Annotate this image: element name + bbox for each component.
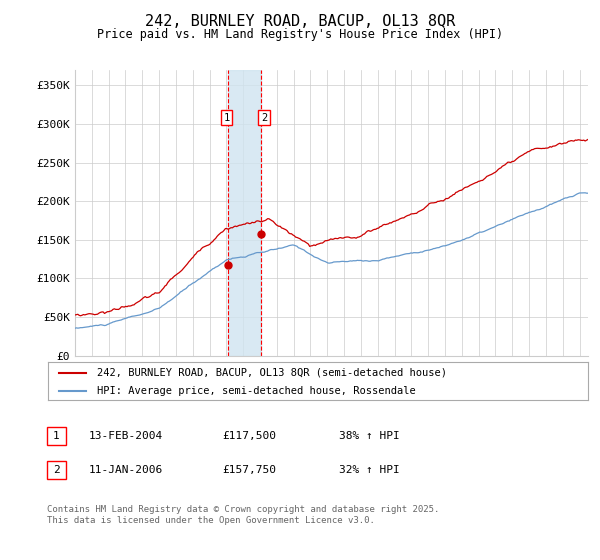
Text: 2: 2	[53, 465, 60, 475]
Text: 11-JAN-2006: 11-JAN-2006	[89, 465, 163, 475]
Text: £157,750: £157,750	[222, 465, 276, 475]
Text: 38% ↑ HPI: 38% ↑ HPI	[339, 431, 400, 441]
Text: 1: 1	[224, 113, 230, 123]
Text: Price paid vs. HM Land Registry's House Price Index (HPI): Price paid vs. HM Land Registry's House …	[97, 28, 503, 41]
Text: 242, BURNLEY ROAD, BACUP, OL13 8QR (semi-detached house): 242, BURNLEY ROAD, BACUP, OL13 8QR (semi…	[97, 368, 446, 378]
Text: 13-FEB-2004: 13-FEB-2004	[89, 431, 163, 441]
Bar	[229, 70, 260, 356]
Text: 1: 1	[53, 431, 60, 441]
Text: 242, BURNLEY ROAD, BACUP, OL13 8QR: 242, BURNLEY ROAD, BACUP, OL13 8QR	[145, 14, 455, 29]
Text: Contains HM Land Registry data © Crown copyright and database right 2025.
This d: Contains HM Land Registry data © Crown c…	[47, 505, 439, 525]
Text: 32% ↑ HPI: 32% ↑ HPI	[339, 465, 400, 475]
Text: HPI: Average price, semi-detached house, Rossendale: HPI: Average price, semi-detached house,…	[97, 386, 415, 396]
Text: £117,500: £117,500	[222, 431, 276, 441]
Text: 2: 2	[261, 113, 267, 123]
